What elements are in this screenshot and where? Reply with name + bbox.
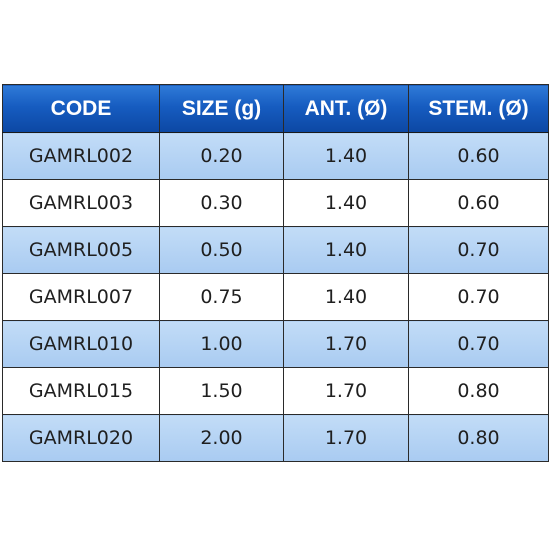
cell-size: 0.50 [159, 226, 284, 274]
header-ant: ANT. (Ø) [283, 84, 409, 133]
header-row: CODE SIZE (g) ANT. (Ø) STEM. (Ø) [2, 84, 549, 133]
cell-size: 0.30 [159, 179, 284, 227]
cell-ant: 1.70 [283, 320, 409, 368]
header-code: CODE [2, 84, 160, 133]
cell-stem: 0.60 [408, 132, 549, 180]
table-row: GAMRL002 0.20 1.40 0.60 [2, 132, 549, 180]
cell-ant: 1.40 [283, 273, 409, 321]
cell-stem: 0.80 [408, 367, 549, 415]
cell-ant: 1.40 [283, 226, 409, 274]
cell-size: 2.00 [159, 414, 284, 462]
cell-size: 1.50 [159, 367, 284, 415]
cell-size: 0.20 [159, 132, 284, 180]
cell-stem: 0.70 [408, 226, 549, 274]
cell-ant: 1.40 [283, 179, 409, 227]
cell-code: GAMRL010 [2, 320, 160, 368]
table-row: GAMRL015 1.50 1.70 0.80 [2, 367, 549, 415]
table-row: GAMRL020 2.00 1.70 0.80 [2, 414, 549, 462]
cell-size: 1.00 [159, 320, 284, 368]
table-body: GAMRL002 0.20 1.40 0.60 GAMRL003 0.30 1.… [2, 132, 549, 462]
cell-stem: 0.60 [408, 179, 549, 227]
cell-ant: 1.70 [283, 367, 409, 415]
header-stem: STEM. (Ø) [408, 84, 549, 133]
cell-stem: 0.70 [408, 320, 549, 368]
cell-ant: 1.40 [283, 132, 409, 180]
cell-code: GAMRL002 [2, 132, 160, 180]
table-row: GAMRL003 0.30 1.40 0.60 [2, 179, 549, 227]
cell-code: GAMRL003 [2, 179, 160, 227]
table-row: GAMRL010 1.00 1.70 0.70 [2, 320, 549, 368]
table-row: GAMRL005 0.50 1.40 0.70 [2, 226, 549, 274]
spec-table: CODE SIZE (g) ANT. (Ø) STEM. (Ø) GAMRL00… [2, 84, 549, 462]
table-header: CODE SIZE (g) ANT. (Ø) STEM. (Ø) [2, 84, 549, 133]
cell-ant: 1.70 [283, 414, 409, 462]
cell-code: GAMRL005 [2, 226, 160, 274]
cell-stem: 0.80 [408, 414, 549, 462]
cell-code: GAMRL020 [2, 414, 160, 462]
cell-size: 0.75 [159, 273, 284, 321]
cell-code: GAMRL007 [2, 273, 160, 321]
header-size: SIZE (g) [159, 84, 284, 133]
cell-stem: 0.70 [408, 273, 549, 321]
table-row: GAMRL007 0.75 1.40 0.70 [2, 273, 549, 321]
cell-code: GAMRL015 [2, 367, 160, 415]
